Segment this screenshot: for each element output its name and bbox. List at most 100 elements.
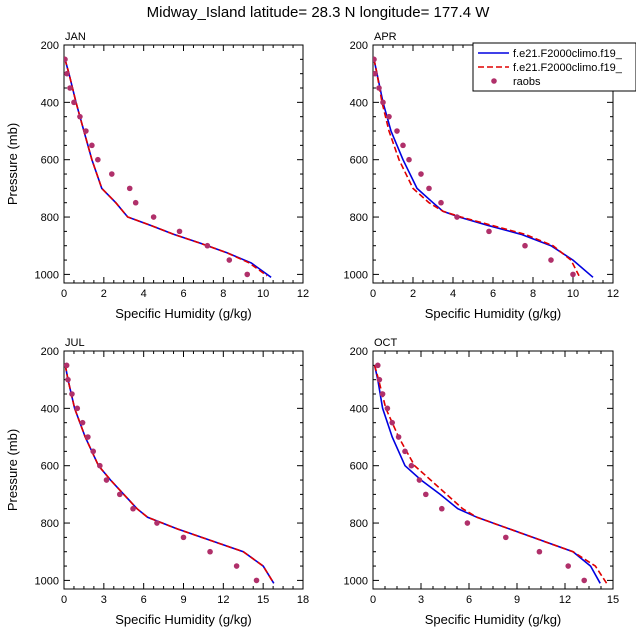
- x-axis-label: Specific Humidity (g/kg): [115, 612, 252, 627]
- raobs-point: [375, 362, 381, 369]
- raobs-point: [90, 448, 97, 455]
- x-tick-label: 4: [450, 288, 456, 300]
- series-group: [64, 362, 275, 584]
- x-tick-label: 4: [141, 288, 147, 300]
- legend-entry-label: raobs: [513, 76, 541, 88]
- raobs-point: [97, 462, 103, 469]
- model2-profile-line: [64, 59, 268, 277]
- raobs-point: [408, 462, 415, 469]
- y-tick-label: 400: [350, 97, 368, 109]
- raobs-point: [109, 171, 115, 177]
- x-tick-label: 0: [370, 288, 376, 300]
- raobs-point: [400, 142, 406, 149]
- x-tick-label: 18: [297, 594, 309, 606]
- raobs-point: [464, 520, 471, 526]
- raobs-point: [394, 128, 400, 134]
- raobs-point: [380, 99, 386, 106]
- y-tick-label: 600: [41, 155, 59, 167]
- y-tick-label: 600: [350, 155, 368, 167]
- panel-oct: 0 3 6 9 12 15 200 400 600 800 1000 OCT Specific Humi…: [344, 337, 620, 627]
- y-tick-label: 800: [350, 518, 368, 530]
- x-tick-label: 0: [61, 594, 67, 606]
- raobs-point: [376, 85, 382, 91]
- y-tick-label: 1000: [35, 269, 59, 281]
- raobs-point: [64, 56, 68, 63]
- raobs-point: [439, 505, 445, 512]
- raobs-point: [89, 142, 95, 149]
- y-tick-label: 1000: [344, 269, 368, 281]
- plot-frame: [63, 350, 304, 590]
- panel-jul: 0 3 6 9 12 15 18 200 400 600 800 1000 JUL Specific Hu…: [5, 337, 309, 627]
- y-tick-label: 400: [350, 403, 368, 415]
- raobs-point: [423, 491, 429, 498]
- raobs-point: [180, 534, 187, 541]
- y-tick-label: 800: [350, 212, 368, 224]
- legend: f.e21.F2000climo.f19_ f.e21.F2000climo.f1…: [472, 42, 636, 92]
- panel-jan: 0 2 4 6 8 10 12 200 400 600 800 1000 JAN Specific Hum…: [5, 31, 309, 321]
- model1-profile-line: [64, 365, 275, 584]
- raobs-point: [132, 199, 139, 206]
- y-tick-label: 400: [41, 97, 59, 109]
- raobs-point: [406, 156, 412, 163]
- raobs-point: [116, 491, 123, 498]
- y-axis-label: Pressure (mb): [5, 123, 20, 205]
- panel-month-label: OCT: [374, 337, 398, 349]
- raobs-point: [64, 70, 70, 77]
- raobs-point: [207, 548, 213, 555]
- x-tick-label: 2: [101, 288, 107, 300]
- x-tick-label: 6: [490, 288, 496, 300]
- raobs-point: [426, 185, 432, 192]
- x-tick-label: 0: [61, 288, 67, 300]
- panel-month-label: APR: [374, 31, 397, 43]
- raobs-point: [103, 477, 110, 483]
- x-tick-label: 10: [257, 288, 269, 300]
- x-tick-label: 2: [410, 288, 416, 300]
- raobs-point: [536, 548, 543, 555]
- series-group: [64, 56, 272, 278]
- raobs-point: [548, 257, 554, 263]
- raobs-point: [83, 128, 89, 134]
- x-tick-label: 9: [180, 594, 186, 606]
- x-tick-label: 6: [141, 594, 147, 606]
- y-tick-label: 800: [41, 518, 59, 530]
- x-axis-label: Specific Humidity (g/kg): [425, 612, 562, 627]
- raobs-point: [376, 376, 383, 383]
- legend-raobs-marker: [491, 78, 497, 84]
- legend-entry-label: f.e21.F2000climo.f19_: [513, 62, 623, 74]
- x-tick-label: 12: [217, 594, 229, 606]
- raobs-point: [373, 70, 378, 77]
- raobs-point: [581, 577, 587, 584]
- x-tick-label: 3: [418, 594, 424, 606]
- raobs-point: [565, 563, 571, 569]
- raobs-point: [373, 56, 377, 63]
- model2-profile-line: [64, 365, 275, 584]
- model1-profile-line: [373, 59, 594, 278]
- x-tick-label: 3: [101, 594, 107, 606]
- raobs-point: [74, 405, 81, 412]
- y-tick-label: 1000: [344, 575, 368, 587]
- raobs-point: [85, 434, 91, 440]
- y-tick-label: 600: [41, 461, 59, 473]
- legend-entry-label: f.e21.F2000climo.f19_: [513, 48, 623, 60]
- raobs-point: [384, 405, 391, 412]
- x-tick-label: 0: [370, 594, 376, 606]
- raobs-point: [386, 113, 392, 120]
- raobs-point: [64, 362, 70, 369]
- raobs-point: [253, 577, 260, 584]
- raobs-point: [79, 419, 86, 426]
- x-tick-label: 10: [567, 288, 579, 300]
- raobs-point: [379, 391, 386, 397]
- x-tick-label: 9: [514, 594, 520, 606]
- y-tick-label: 1000: [35, 575, 59, 587]
- x-tick-label: 6: [180, 288, 186, 300]
- y-tick-label: 800: [41, 212, 59, 224]
- raobs-point: [522, 242, 528, 249]
- raobs-point: [204, 242, 211, 249]
- figure-title: Midway_Island latitude= 28.3 N longitude…: [147, 4, 491, 21]
- raobs-point: [395, 434, 402, 440]
- raobs-point: [402, 448, 408, 455]
- raobs-point: [570, 271, 576, 278]
- raobs-point: [154, 520, 160, 526]
- raobs-point: [65, 376, 71, 383]
- x-tick-label: 15: [257, 594, 269, 606]
